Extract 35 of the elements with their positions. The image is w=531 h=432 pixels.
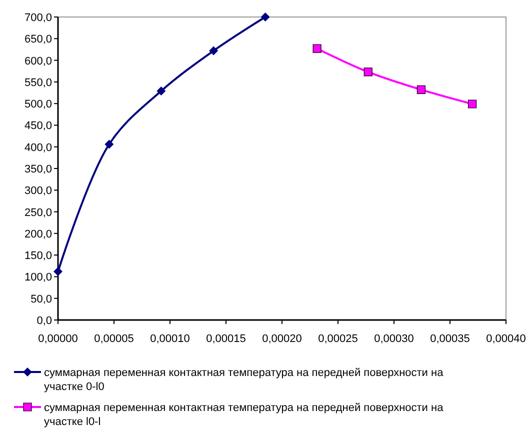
x-tick-label: 0,00010 [150,333,190,345]
y-tick-label: 200,0 [24,228,52,240]
point [260,12,270,22]
y-tick-label: 450,0 [24,120,52,132]
legend-label: суммарная переменная контактная температура на передней поверхности на участке l0-l [44,402,444,428]
point [468,100,477,108]
legend-label: суммарная переменная контактная температура на передней поверхности на участке 0-l0 [44,367,444,393]
point [364,68,372,76]
y-tick-label: 250,0 [24,206,52,219]
y-tick-label: 150,0 [24,250,52,262]
point [156,86,166,96]
point [416,85,426,94]
x-tick-label: 0,00025 [318,333,358,345]
y-tick-label: 0,0 [36,315,52,327]
x-tick-label: 0,00000 [38,333,78,345]
point [104,140,114,149]
x-tick-label: 0,00015 [206,333,246,345]
point [54,267,62,276]
y-tick-label: 100,0 [24,272,52,284]
x-tick-label: 0,00040 [486,333,526,345]
x-tick-label: 0,00005 [94,333,134,345]
y-tick-label: 350,0 [24,164,52,176]
point [209,46,218,56]
x-tick-label: 0,00030 [374,333,414,345]
y-tick-label: 550,0 [24,76,52,89]
y-tick-label: 50,0 [30,293,52,306]
y-tick-label: 300,0 [24,185,52,198]
point [312,44,322,53]
y-tick-label: 650,0 [24,34,52,46]
x-tick-label: 0,00035 [430,333,470,345]
y-tick-label: 600,0 [24,55,52,68]
x-tick-label: 0,00020 [262,333,302,345]
y-tick-label: 500,0 [24,98,52,111]
y-tick-label: 400,0 [24,142,52,154]
y-tick-label: 700,0 [24,12,52,24]
